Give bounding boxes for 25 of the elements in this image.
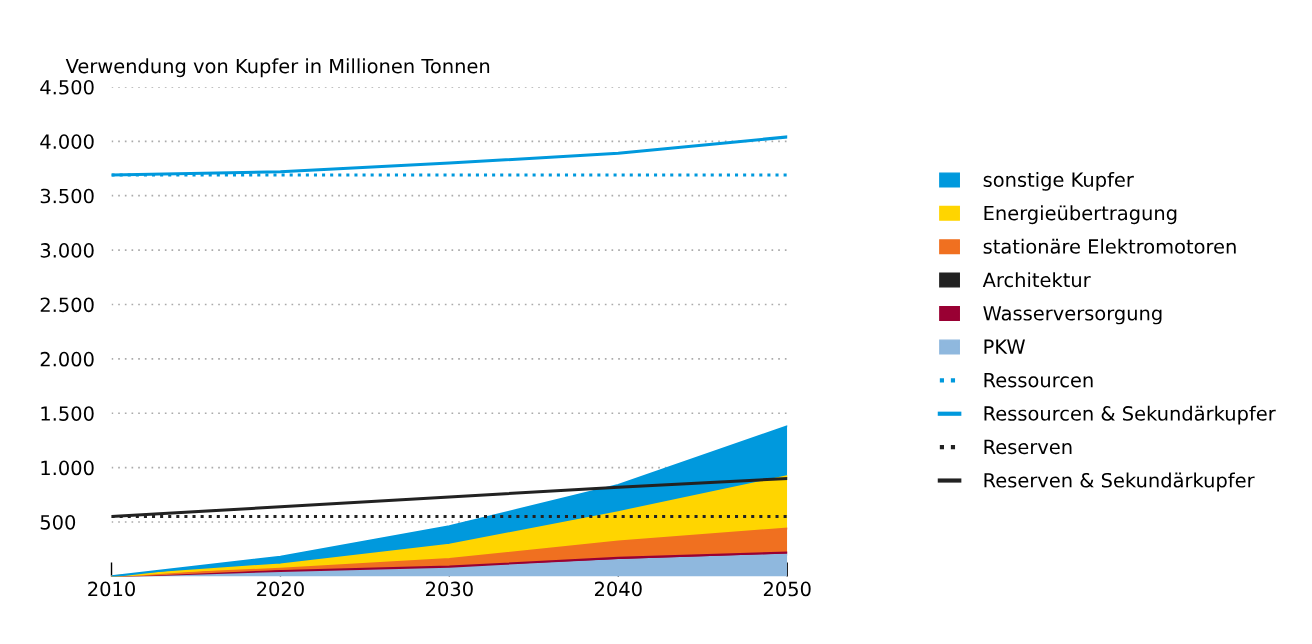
legend-label: Architektur (982, 272, 1091, 288)
legend-label: Energieübertragung (984, 205, 1177, 225)
y-tick-label: 4.500 (40, 79, 94, 95)
y-tick-label: 2.000 (40, 351, 94, 367)
legend-label: Ressourcen & Sekundärkupfer (984, 405, 1276, 425)
legend-label: Reserven (984, 439, 1072, 455)
legend-label: sonstige Kupfer (983, 171, 1134, 191)
legend-label: PKW (984, 339, 1025, 354)
x-tick-label: 2040 (594, 581, 642, 597)
y-axis-title: Verwendung von Kupfer in Millionen Tonnen (65, 58, 490, 78)
legend-label: Wasserversorgung (983, 306, 1162, 325)
x-tick-label: 2030 (426, 581, 473, 597)
y-tick-label: 3.500 (40, 188, 94, 204)
y-tick-label: 1.500 (41, 406, 94, 421)
x-tick-label: 2050 (763, 581, 811, 597)
legend-label: Reserven & Sekundärkupfer (984, 472, 1255, 492)
y-tick-label: 4.000 (40, 134, 94, 149)
y-tick-label: 3.000 (40, 243, 94, 258)
y-tick-label: 2.500 (40, 297, 94, 313)
x-tick-label: 2010 (88, 581, 135, 597)
legend-label: stationäre Elektromotoren (983, 238, 1236, 254)
y-tick-label: 500 (40, 514, 76, 530)
x-tick-label: 2020 (257, 581, 304, 597)
legend-label: Ressourcen (984, 372, 1093, 388)
y-tick-label: 1.000 (41, 460, 94, 476)
